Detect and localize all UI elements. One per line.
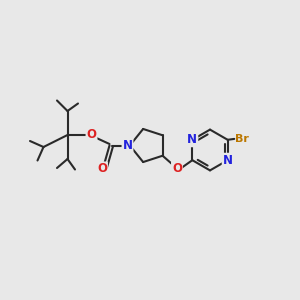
Text: N: N	[187, 133, 197, 146]
Text: Br: Br	[235, 134, 249, 144]
Text: N: N	[122, 139, 133, 152]
Text: O: O	[172, 162, 182, 175]
Text: O: O	[97, 162, 107, 176]
Text: N: N	[223, 154, 233, 167]
Text: O: O	[86, 128, 97, 142]
